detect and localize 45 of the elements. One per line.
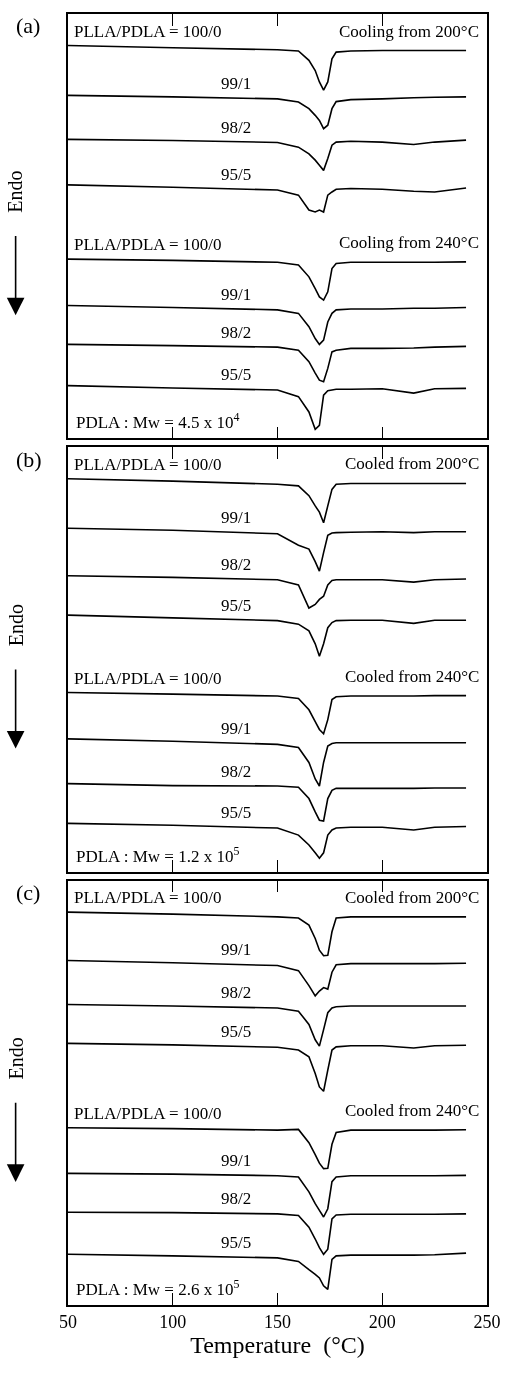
- series-label: 98/2: [221, 555, 252, 574]
- annotation: PDLA : Mw = 2.6 x 10$^{5}$: [76, 1277, 240, 1300]
- chart-title: (b): [16, 447, 42, 472]
- series-label: 99/1: [221, 940, 252, 959]
- series-label: 99/1: [221, 719, 252, 738]
- y-axis-title: Endo: [5, 603, 28, 647]
- x-tick-label: 50: [59, 1312, 77, 1333]
- series-label: 95/5: [221, 165, 252, 184]
- y-axis-title: Endo: [4, 1037, 27, 1080]
- series-label: PLLA/PDLA = 100/0: [74, 1104, 222, 1123]
- series-label: 95/5: [221, 803, 252, 822]
- series-label: 98/2: [221, 1189, 252, 1208]
- series-label: 99/1: [221, 285, 252, 304]
- legend-label: PLLA/PDLA = 100/0: [74, 888, 222, 907]
- series-label: 99/1: [221, 508, 252, 527]
- series-label: 98/2: [221, 118, 252, 137]
- series-label: 95/5: [221, 1233, 252, 1252]
- annotation: Cooled from 240°C: [345, 1101, 480, 1120]
- y-axis-title: Endo: [4, 170, 27, 213]
- chart-title: (a): [16, 13, 41, 38]
- annotation: Cooled from 240°C: [345, 667, 480, 686]
- annotation: PDLA : Mw = 4.5 x 10$^{4}$: [76, 410, 240, 433]
- chart-title: (c): [16, 880, 41, 905]
- x-tick-label: 150: [264, 1312, 291, 1333]
- annotation: PDLA : Mw = 1.2 x 10$^{5}$: [76, 844, 240, 867]
- series-label: 99/1: [221, 74, 252, 93]
- series-label: 95/5: [221, 596, 252, 615]
- series-label: 99/1: [221, 1151, 252, 1170]
- x-tick-label: 100: [159, 1312, 187, 1333]
- text: Cooled from 200°C: [345, 454, 480, 473]
- series-label: 98/2: [221, 762, 252, 781]
- series-label: 95/5: [221, 1022, 252, 1041]
- series-label: PLLA/PDLA = 100/0: [74, 235, 222, 254]
- text: Cooling from 200°C: [339, 22, 479, 41]
- series-label: PLLA/PDLA = 100/0: [74, 669, 222, 688]
- x-tick-label: 250: [473, 1312, 501, 1333]
- annotation: Cooling from 240°C: [339, 233, 479, 252]
- x-tick-label: 200: [368, 1312, 396, 1333]
- legend-label: PLLA/PDLA = 100/0: [74, 22, 222, 41]
- series-label: 98/2: [221, 983, 252, 1002]
- series-label: 95/5: [221, 365, 252, 384]
- text: Cooled from 200°C: [345, 888, 480, 907]
- legend-label: PLLA/PDLA = 100/0: [74, 455, 222, 474]
- series-label: 98/2: [221, 323, 252, 342]
- x-axis-title: Temperature (°C): [190, 1332, 365, 1359]
